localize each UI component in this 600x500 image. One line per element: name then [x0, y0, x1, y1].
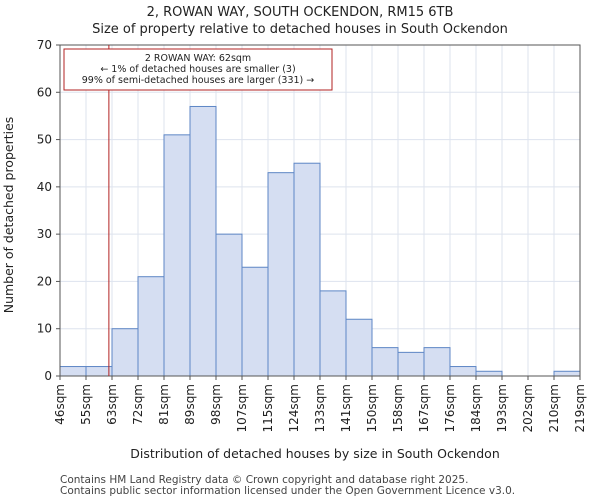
x-tick-label: 141sqm — [339, 384, 353, 432]
y-tick-label: 10 — [37, 322, 52, 336]
x-tick-label: 150sqm — [365, 384, 379, 432]
x-tick-label: 72sqm — [131, 384, 145, 425]
histogram-bar — [137, 276, 165, 377]
histogram-bar — [449, 366, 477, 377]
x-tick-label: 193sqm — [495, 384, 509, 432]
y-tick-label: 0 — [44, 369, 52, 383]
histogram-bar — [553, 370, 581, 377]
x-tick-label: 210sqm — [547, 384, 561, 432]
annotation-line-3: 99% of semi-detached houses are larger (… — [82, 75, 315, 86]
x-tick-label: 98sqm — [209, 384, 223, 425]
histogram-bar — [345, 318, 373, 377]
histogram-bar — [59, 366, 87, 377]
y-tick-label: 60 — [37, 85, 52, 99]
chart-title-subtitle: Size of property relative to detached ho… — [92, 22, 508, 37]
annotation-box — [63, 48, 333, 91]
y-tick-label: 70 — [37, 38, 52, 52]
annotation-line-1: 2 ROWAN WAY: 62sqm — [145, 53, 251, 64]
x-axis-ticks: 46sqm 55sqm 63sqm 72sqm 81sqm 89sqm 98sqm 107sq… — [53, 376, 587, 432]
y-axis-label: Number of detached properties — [1, 117, 16, 314]
histogram-bar — [293, 162, 321, 377]
x-axis-label: Distribution of detached houses by size … — [130, 446, 500, 461]
y-tick-label: 20 — [37, 274, 52, 288]
bars — [59, 105, 581, 377]
x-tick-label: 46sqm — [53, 384, 67, 425]
histogram-bar — [163, 134, 191, 377]
histogram-bar — [475, 370, 503, 377]
x-tick-label: 158sqm — [391, 384, 405, 432]
histogram-bar — [267, 172, 295, 377]
y-tick-label: 40 — [37, 180, 52, 194]
x-tick-label: 81sqm — [157, 384, 171, 425]
footer-licence: Contains public sector information licen… — [60, 485, 515, 497]
x-tick-label: 184sqm — [469, 384, 483, 432]
histogram-bar — [319, 290, 347, 377]
histogram-bar — [85, 366, 113, 377]
x-tick-label: 107sqm — [235, 384, 249, 432]
histogram-bar — [397, 351, 425, 377]
x-tick-label: 115sqm — [261, 384, 275, 432]
histogram-bar — [423, 347, 451, 377]
footer-copyright: Contains HM Land Registry data © Crown c… — [60, 474, 468, 486]
y-axis-ticks: 0 10 20 30 40 50 60 70 — [37, 38, 60, 383]
histogram-bar — [215, 233, 243, 377]
x-tick-label: 55sqm — [79, 384, 93, 425]
x-tick-label: 202sqm — [521, 384, 535, 432]
histogram-bar — [241, 266, 269, 377]
annotation-line-2: ← 1% of detached houses are smaller (3) — [100, 64, 295, 75]
y-tick-label: 30 — [37, 227, 52, 241]
x-tick-label: 167sqm — [417, 384, 431, 432]
x-tick-label: 176sqm — [443, 384, 457, 432]
x-tick-label: 63sqm — [105, 384, 119, 425]
histogram-bar — [111, 328, 139, 377]
x-tick-label: 89sqm — [183, 384, 197, 425]
x-tick-label: 133sqm — [313, 384, 327, 432]
histogram-bar — [371, 347, 399, 377]
y-tick-label: 50 — [37, 133, 52, 147]
x-tick-label: 124sqm — [287, 384, 301, 432]
chart-title-address: 2, ROWAN WAY, SOUTH OCKENDON, RM15 6TB — [147, 5, 454, 20]
histogram-bar — [189, 105, 217, 377]
x-tick-label: 219sqm — [573, 384, 587, 432]
